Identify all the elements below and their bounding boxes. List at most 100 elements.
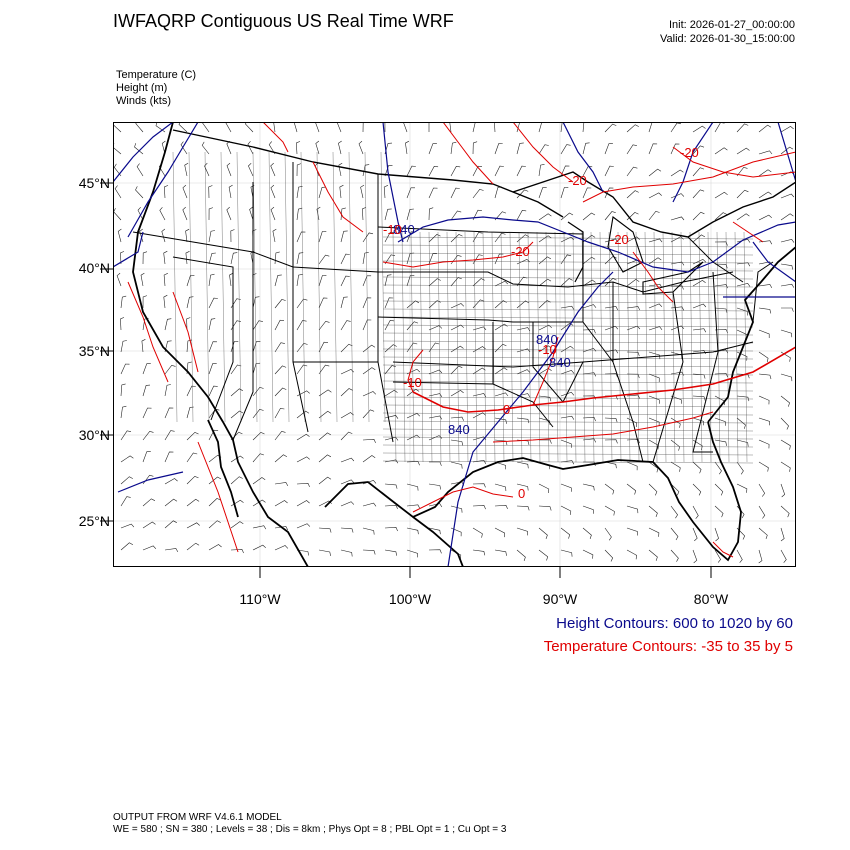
wind-barb xyxy=(780,461,791,472)
wind-barb xyxy=(626,190,639,199)
wind-barb xyxy=(494,143,503,155)
wind-barb xyxy=(252,296,260,309)
wind-barb xyxy=(758,214,773,221)
wind-barb xyxy=(384,365,396,375)
lon-label-90w: 90°W xyxy=(542,591,578,607)
map-frame xyxy=(113,122,796,567)
wind-barb xyxy=(582,142,590,155)
county-line xyxy=(527,231,532,463)
wind-barb xyxy=(362,391,377,397)
wind-barb xyxy=(780,263,793,270)
wind-barb xyxy=(494,211,507,221)
wind-barb xyxy=(186,385,196,397)
wind-barb xyxy=(450,303,465,309)
wind-barb xyxy=(180,141,188,155)
wind-barb xyxy=(560,254,572,265)
wind-barb xyxy=(208,341,218,353)
wind-barb xyxy=(185,228,190,243)
wind-barb xyxy=(384,319,395,331)
wind-barb xyxy=(670,143,680,155)
county-line xyxy=(446,231,451,463)
wind-barb xyxy=(248,162,254,177)
wind-barb xyxy=(780,126,794,133)
wind-barb xyxy=(406,527,419,535)
wind-barb xyxy=(560,165,570,177)
wind-barb xyxy=(163,185,169,199)
wind-barb xyxy=(648,527,660,537)
wind-barb xyxy=(140,272,145,287)
wind-barb xyxy=(384,274,392,287)
international-border xyxy=(172,129,796,295)
wind-barb xyxy=(670,216,685,221)
county-line xyxy=(284,151,290,423)
wind-barb xyxy=(226,162,232,177)
wind-barb xyxy=(249,206,254,221)
wind-barb xyxy=(340,549,353,557)
county-line xyxy=(500,231,505,463)
wind-barb xyxy=(318,341,329,353)
wind-barb xyxy=(494,343,507,353)
wind-barb xyxy=(670,417,681,428)
wind-barb xyxy=(626,527,638,536)
wind-barb xyxy=(538,144,549,155)
wind-barb xyxy=(318,254,330,265)
wind-barb xyxy=(252,386,264,397)
wind-barb xyxy=(604,165,614,177)
wind-barb xyxy=(252,544,267,551)
wind-barb xyxy=(736,147,750,155)
wind-barb xyxy=(274,365,287,375)
wind-barb xyxy=(604,349,619,354)
county-line xyxy=(509,231,514,463)
wind-barb xyxy=(274,342,285,353)
wind-barb xyxy=(714,417,726,426)
wind-barb xyxy=(384,483,398,489)
wind-barb xyxy=(450,165,461,177)
wind-barb xyxy=(338,140,342,155)
wind-barb xyxy=(340,457,355,463)
wind-barb xyxy=(340,296,348,309)
wind-barb xyxy=(114,185,122,199)
wind-barb xyxy=(113,163,122,177)
wind-barb xyxy=(273,122,276,133)
wind-barb xyxy=(142,521,156,529)
wind-barb xyxy=(384,504,398,510)
wind-barb xyxy=(648,549,658,561)
wind-barb xyxy=(604,187,614,199)
wind-barb xyxy=(428,503,443,508)
wind-barb xyxy=(362,527,375,535)
wind-barb xyxy=(318,500,333,507)
wind-barb xyxy=(450,439,464,446)
wind-barb xyxy=(582,483,595,491)
wind-barb xyxy=(692,483,702,496)
wind-barb xyxy=(626,549,637,560)
wind-barb xyxy=(428,527,441,535)
wind-barb xyxy=(164,548,179,553)
wind-barb xyxy=(472,209,482,221)
wind-barb xyxy=(560,369,575,375)
wind-barb xyxy=(604,439,618,444)
wind-barb xyxy=(450,390,464,397)
wind-barb xyxy=(692,125,706,133)
wind-barb xyxy=(185,251,190,265)
wind-barb xyxy=(560,483,572,492)
wind-barb xyxy=(252,408,264,419)
wind-barb xyxy=(648,210,660,221)
wind-barb xyxy=(626,306,641,311)
wind-barb xyxy=(648,257,662,265)
wind-barb xyxy=(120,542,134,551)
county-line xyxy=(382,332,754,336)
wind-barb xyxy=(340,207,346,221)
wind-barb xyxy=(516,209,527,221)
wind-barb xyxy=(780,373,793,382)
wind-barb xyxy=(361,207,367,221)
wind-barb xyxy=(318,186,327,199)
wind-barb xyxy=(428,435,443,441)
wind-barb xyxy=(120,455,134,463)
valid-time: Valid: 2026-01-30_15:00:00 xyxy=(660,33,795,45)
wind-barb xyxy=(295,141,301,155)
wind-barb xyxy=(318,454,332,463)
wind-barb xyxy=(736,483,748,493)
wind-barb xyxy=(472,122,476,133)
wind-barb xyxy=(560,278,573,287)
wind-barb xyxy=(780,193,795,199)
